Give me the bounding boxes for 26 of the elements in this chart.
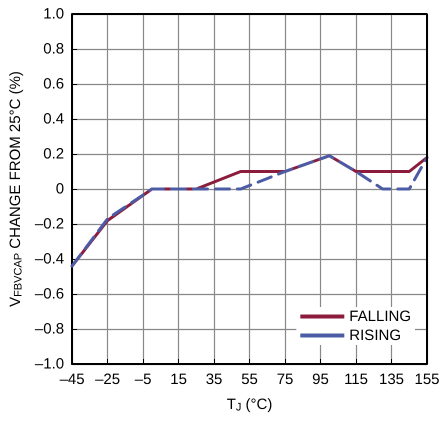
y-tick-label: 0.4 bbox=[43, 110, 64, 128]
x-tick-label: 75 bbox=[276, 371, 294, 388]
x-tick-label: 115 bbox=[344, 371, 368, 388]
y-tick-label: –0.2 bbox=[34, 216, 64, 232]
x-tick-label: –45 bbox=[60, 371, 85, 388]
x-tick-label: 135 bbox=[378, 371, 404, 388]
x-tick-label: 155 bbox=[414, 371, 440, 388]
x-tick-label: –25 bbox=[95, 371, 120, 388]
y-tick-label: 0.2 bbox=[43, 146, 64, 162]
legend-label: RISING bbox=[349, 327, 401, 344]
y-tick-label: 0.8 bbox=[43, 40, 64, 58]
y-tick-label: 1.0 bbox=[43, 6, 64, 22]
y-tick-label: –0.4 bbox=[34, 250, 64, 268]
x-axis-title: TJ (°C) bbox=[226, 396, 272, 414]
legend-label: FALLING bbox=[349, 308, 412, 325]
y-tick-label: 0 bbox=[56, 180, 64, 198]
x-tick-label: 95 bbox=[312, 371, 329, 388]
y-tick-label: –0.6 bbox=[34, 286, 64, 302]
y-tick-label: –1.0 bbox=[34, 356, 64, 372]
x-tick-label: 35 bbox=[206, 371, 222, 388]
y-tick-label: 0.6 bbox=[43, 76, 64, 92]
y-tick-label: –0.8 bbox=[34, 320, 64, 338]
x-tick-label: –5 bbox=[134, 371, 152, 388]
x-tick-label: 15 bbox=[170, 371, 187, 388]
x-tick-label: 55 bbox=[241, 371, 258, 388]
y-axis-title: VFBVCAP CHANGE FROM 25°C (%) bbox=[7, 71, 24, 307]
